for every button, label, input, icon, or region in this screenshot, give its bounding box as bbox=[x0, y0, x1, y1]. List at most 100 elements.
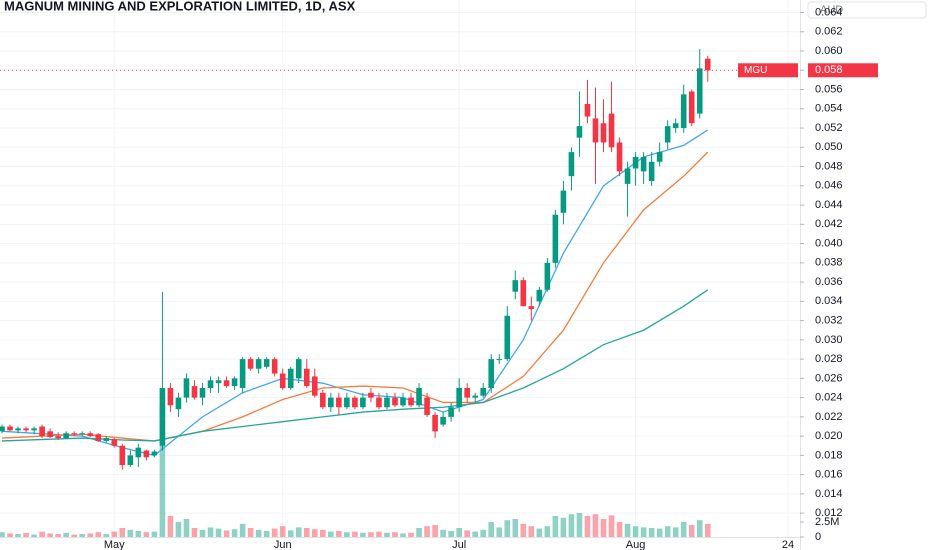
y-tick-label: 0.012 bbox=[815, 507, 843, 519]
x-tick-label: May bbox=[104, 539, 125, 550]
candle-body bbox=[320, 392, 326, 408]
volume-bar bbox=[528, 526, 535, 537]
candle-body bbox=[175, 397, 182, 410]
candle-body bbox=[648, 161, 655, 181]
volume-bar bbox=[119, 528, 126, 537]
candle-body bbox=[408, 397, 414, 406]
volume-bar bbox=[151, 531, 158, 537]
candle-body bbox=[632, 156, 639, 169]
volume-bar bbox=[39, 531, 45, 537]
y-tick-label: 0.016 bbox=[815, 469, 843, 481]
volume-bar bbox=[680, 522, 687, 537]
candle-body bbox=[520, 280, 527, 307]
moving-average bbox=[1, 289, 709, 442]
volume-bar bbox=[191, 528, 198, 537]
candle-body bbox=[127, 455, 134, 466]
y-tick-label: 0.030 bbox=[815, 334, 843, 346]
candle-body bbox=[135, 447, 142, 458]
volume-bar bbox=[496, 527, 503, 537]
candle-body bbox=[15, 428, 21, 431]
volume-bar bbox=[320, 529, 326, 537]
candle-body bbox=[488, 359, 495, 388]
candle-body bbox=[600, 123, 607, 143]
candle-body bbox=[448, 407, 454, 417]
y-tick-label: 0.034 bbox=[815, 295, 843, 307]
y-tick-label: 0.042 bbox=[815, 218, 843, 230]
candle-body bbox=[71, 433, 77, 435]
volume-bar bbox=[0, 532, 5, 537]
candle-body bbox=[47, 431, 53, 438]
volume-bar bbox=[55, 534, 61, 537]
volume-bar bbox=[584, 516, 591, 537]
candle-body bbox=[416, 387, 422, 406]
volume-bar bbox=[95, 532, 102, 537]
candle-body bbox=[39, 426, 45, 437]
volume-bar bbox=[552, 516, 559, 537]
volume-bar bbox=[440, 529, 446, 537]
candle-body bbox=[215, 380, 222, 384]
volume-bar bbox=[15, 534, 21, 537]
candle-body bbox=[151, 451, 158, 456]
currency-box[interactable] bbox=[807, 1, 927, 19]
volume-bar bbox=[279, 526, 286, 537]
volume-bar bbox=[336, 531, 342, 537]
candle-body bbox=[512, 280, 519, 292]
volume-bar bbox=[400, 533, 406, 537]
candle-body bbox=[576, 126, 583, 138]
volume-bar bbox=[231, 529, 238, 537]
volume-bar bbox=[303, 528, 310, 537]
candle-body bbox=[400, 397, 406, 406]
candle-body bbox=[584, 103, 591, 117]
candle-body bbox=[456, 387, 462, 408]
candle-body bbox=[552, 214, 559, 263]
y-tick-label: 0.026 bbox=[815, 372, 843, 384]
y-tick-label: 0.014 bbox=[815, 488, 843, 500]
volume-bar bbox=[424, 526, 430, 537]
y-tick-label: 0.062 bbox=[815, 26, 843, 38]
volume-bar bbox=[608, 515, 615, 537]
volume-bar bbox=[560, 517, 567, 537]
y-tick-label: 0.044 bbox=[815, 199, 843, 211]
candle-body bbox=[640, 156, 647, 172]
candle-body bbox=[328, 397, 334, 408]
candle-body bbox=[384, 397, 390, 408]
volume-bar bbox=[271, 528, 278, 537]
candle-body bbox=[464, 387, 470, 398]
candle-body bbox=[303, 368, 310, 387]
volume-bar bbox=[568, 514, 575, 537]
x-tick-label: Jun bbox=[274, 539, 292, 550]
y-tick-label: 0.052 bbox=[815, 122, 843, 134]
volume-bar bbox=[207, 527, 214, 537]
volume-bar bbox=[392, 532, 398, 537]
y-tick-label: 0.056 bbox=[815, 83, 843, 95]
volume-bar bbox=[63, 532, 69, 537]
y-tick-label: 0.020 bbox=[815, 430, 843, 442]
volume-bar bbox=[111, 531, 118, 537]
volume-bar bbox=[175, 522, 182, 537]
volume-bar bbox=[536, 528, 543, 537]
candle-body bbox=[287, 368, 294, 388]
candle-body bbox=[480, 387, 487, 396]
candle-body bbox=[680, 94, 687, 129]
volume-bar bbox=[448, 531, 454, 537]
volume-bar bbox=[488, 522, 495, 537]
y-tick-label: 0.046 bbox=[815, 180, 843, 192]
candle-body bbox=[424, 397, 430, 415]
volume-tick-label: 0 bbox=[815, 531, 821, 543]
volume-bar bbox=[7, 533, 13, 537]
y-tick-label: 0.040 bbox=[815, 237, 843, 249]
candle-body bbox=[568, 152, 575, 177]
candle-body bbox=[295, 359, 302, 379]
volume-bar bbox=[368, 532, 374, 537]
volume-bar bbox=[255, 529, 262, 537]
candle-body bbox=[111, 439, 118, 446]
candle-body bbox=[0, 426, 5, 432]
currency[interactable]: AUD bbox=[820, 4, 843, 16]
candle-body bbox=[472, 395, 478, 398]
volume-bar bbox=[143, 532, 150, 537]
volume-bar bbox=[183, 519, 190, 537]
volume-bar bbox=[376, 531, 382, 537]
candle-body bbox=[368, 392, 374, 398]
candle-body bbox=[167, 387, 174, 406]
volume-bar bbox=[704, 523, 711, 537]
